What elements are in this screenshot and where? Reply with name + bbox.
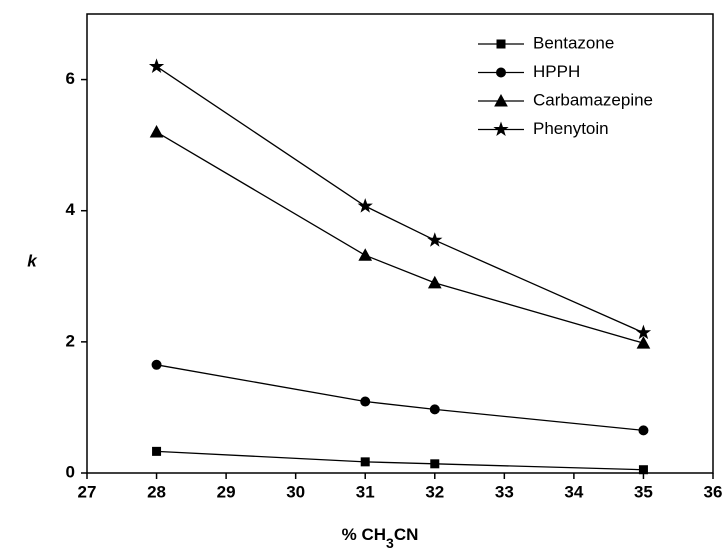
y-tick-label: 6 — [66, 69, 75, 88]
legend-marker — [494, 93, 508, 107]
x-label-part: % CH — [342, 525, 386, 544]
marker — [430, 459, 440, 469]
legend-marker — [496, 67, 506, 78]
marker — [360, 457, 370, 467]
y-axis-label: k — [27, 251, 38, 270]
x-tick-label: 29 — [217, 482, 236, 501]
series-line — [156, 65, 644, 334]
marker — [149, 124, 164, 138]
legend-label: Phenytoin — [533, 119, 609, 138]
marker — [635, 324, 652, 340]
marker — [427, 232, 443, 247]
marker — [357, 198, 373, 213]
x-tick-label: 34 — [564, 482, 583, 501]
y-tick-label: 2 — [66, 331, 75, 350]
series-line — [156, 364, 644, 432]
marker — [429, 404, 440, 415]
marker — [636, 336, 651, 349]
legend-marker — [493, 121, 509, 136]
x-tick-label: 32 — [425, 482, 444, 501]
x-label-part: CN — [394, 525, 419, 544]
marker — [151, 359, 162, 370]
x-tick-label: 36 — [704, 482, 723, 501]
y-tick-label: 0 — [66, 462, 75, 481]
marker — [360, 396, 371, 407]
series-line — [156, 450, 644, 471]
x-tick-label: 28 — [147, 482, 166, 501]
marker — [638, 425, 649, 436]
marker — [148, 58, 165, 73]
marker — [358, 248, 373, 261]
legend-label: Bentazone — [533, 33, 614, 52]
series-line — [156, 131, 644, 344]
x-tick-label: 30 — [286, 482, 305, 501]
x-tick-label: 35 — [634, 482, 653, 501]
legend-marker — [496, 39, 506, 49]
plot-frame — [86, 13, 714, 474]
marker — [427, 275, 442, 289]
y-tick-label: 4 — [66, 200, 76, 219]
legend-label: HPPH — [533, 62, 580, 81]
legend-label: Carbamazepine — [533, 90, 653, 109]
x-axis-label: % CH3CN — [342, 525, 419, 550]
x-label-subscript: 3 — [386, 535, 394, 551]
x-tick-label: 27 — [78, 482, 97, 501]
marker — [152, 446, 162, 456]
x-tick-label: 33 — [495, 482, 514, 501]
x-tick-label: 31 — [356, 482, 375, 501]
marker — [638, 465, 648, 475]
